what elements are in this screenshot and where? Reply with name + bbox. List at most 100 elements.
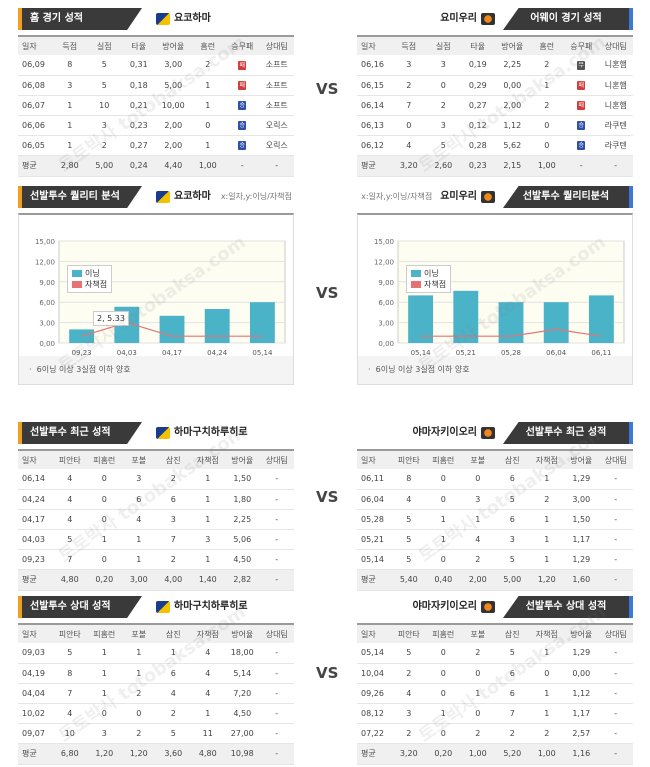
table-cell: 1,80 — [225, 489, 260, 510]
table-cell: 5 — [156, 723, 191, 744]
table-cell: 패 — [225, 55, 260, 76]
table-cell: 1 — [426, 509, 461, 530]
table-cell: - — [259, 703, 294, 724]
average-cell: 0,20 — [87, 569, 122, 591]
table-cell: - — [259, 489, 294, 510]
column-header: 일자 — [357, 449, 392, 469]
average-cell: - — [598, 743, 633, 765]
table-cell: 4,50 — [225, 549, 260, 570]
table-row: 06,14 4 0 3 2 1 1,50- — [18, 469, 294, 490]
y-tick-label: 9,00 — [378, 279, 394, 287]
table-row: 09,03 5 1 1 1 4 18,00- — [18, 643, 294, 664]
y-tick-label: 6,00 — [39, 299, 55, 307]
table-cell: 1 — [460, 509, 495, 530]
column-header: 피홈런 — [426, 623, 461, 643]
table-cell: - — [598, 663, 633, 684]
table-cell: 5 — [426, 135, 461, 156]
table-row: 05,21 5 1 4 3 1 1,17- — [357, 529, 633, 550]
table-cell: 7 — [391, 95, 426, 116]
table-cell: 5 — [87, 55, 122, 76]
column-header: 삼진 — [156, 623, 191, 643]
table-cell: 4 — [156, 683, 191, 704]
table-cell: 3 — [121, 469, 156, 490]
table-cell: 1 — [190, 509, 225, 530]
table-cell: - — [259, 509, 294, 530]
yomiuri-logo-icon — [481, 13, 495, 25]
legend-earned-runs: 자책점 — [85, 280, 108, 289]
table-cell: 0 — [190, 115, 225, 136]
table-cell: 7 — [156, 529, 191, 550]
column-header: 포볼 — [460, 623, 495, 643]
table-cell: 1,50 — [225, 469, 260, 490]
table-cell: 0 — [529, 135, 564, 156]
table-cell: 3 — [495, 529, 530, 550]
table-cell: 05,21 — [357, 529, 392, 550]
table-cell: 0 — [460, 469, 495, 490]
table-cell: 4 — [391, 489, 426, 510]
table-cell: 0,23 — [121, 115, 156, 136]
table-cell: 1 — [529, 509, 564, 530]
table-cell: 3 — [426, 55, 461, 76]
column-header: 자책점 — [190, 623, 225, 643]
table-cell: 04,04 — [18, 683, 53, 704]
table-cell: 2,57 — [564, 723, 599, 744]
table-cell: 0 — [426, 549, 461, 570]
table-cell: - — [598, 469, 633, 490]
average-cell: 1,16 — [564, 743, 599, 765]
table-cell: 1,12 — [564, 683, 599, 704]
table-cell: 6 — [495, 663, 530, 684]
table-cell: 1,29 — [564, 549, 599, 570]
table-cell: 3 — [52, 75, 87, 96]
average-cell: 4,80 — [190, 743, 225, 765]
table-cell: - — [598, 529, 633, 550]
table-cell: 07,22 — [357, 723, 392, 744]
column-header: 득점 — [52, 35, 87, 55]
quality-chart-svg: 0,00 3,00 6,00 9,00 12,00 15,00 09,23 04,03 04,1… — [35, 238, 286, 357]
stats-table: 일자 피안타 피홈런 포볼 삼진 자책점 방어율 상대팀 06,11 8 0 0 6 1 1,29-06,0… — [357, 449, 633, 591]
table-cell: 1 — [121, 663, 156, 684]
table-cell: 1 — [460, 683, 495, 704]
table-row: 05,28 5 1 1 6 1 1,50- — [357, 509, 633, 530]
table-cell: 0 — [426, 723, 461, 744]
result-badge: 승 — [238, 101, 247, 110]
table-cell: 04,24 — [18, 489, 53, 510]
table-row: 06,13 0 3 0,12 1,12 0 승 라쿠텐 — [357, 115, 633, 136]
pitcher-recent-panel: 야마자키이오리 선발투수 최근 성적 일자 피안타 피홈런 포볼 삼진 자책점 방어율 상대팀… — [357, 422, 633, 591]
table-cell: 8 — [391, 469, 426, 490]
vs-label: VS — [316, 80, 339, 98]
average-cell: - — [598, 569, 633, 591]
table-cell: 3 — [460, 489, 495, 510]
table-cell: 5,14 — [225, 663, 260, 684]
table-cell: 2 — [121, 683, 156, 704]
table-cell: 1 — [87, 643, 122, 664]
average-row: 평균 3,20 0,20 1,00 5,20 1,00 1,16- — [357, 743, 633, 765]
x-tick-label: 05,21 — [456, 349, 476, 357]
column-header: 상대팀 — [259, 35, 294, 55]
chart-tooltip: 2, 5.33 — [93, 311, 129, 326]
table-cell: - — [598, 683, 633, 704]
table-cell: 1 — [87, 663, 122, 684]
table-cell: 3,00 — [564, 489, 599, 510]
table-cell: 0 — [87, 509, 122, 530]
table-cell: 무 — [564, 55, 599, 76]
table-cell: 2 — [529, 55, 564, 76]
table-cell: 5 — [52, 643, 87, 664]
table-cell: 3 — [87, 115, 122, 136]
table-cell: 패 — [564, 95, 599, 116]
average-cell: 2,80 — [52, 155, 87, 177]
result-badge: 승 — [577, 141, 586, 150]
yomiuri-logo-icon — [481, 427, 495, 439]
column-header: 피홈런 — [87, 623, 122, 643]
pitcher-name: 야마자키이오리 — [412, 601, 477, 612]
earned-runs-line — [81, 321, 263, 337]
table-cell: 5,62 — [495, 135, 530, 156]
table-cell: 5 — [391, 643, 426, 664]
column-header: 승무패 — [225, 35, 260, 55]
table-cell: 4 — [121, 509, 156, 530]
section-tab: 선발투수 퀄리티 분석 — [18, 186, 142, 208]
table-cell: 4 — [460, 529, 495, 550]
table-cell: 0 — [426, 683, 461, 704]
table-cell: - — [259, 663, 294, 684]
table-cell: 1 — [190, 135, 225, 156]
table-cell: - — [259, 469, 294, 490]
